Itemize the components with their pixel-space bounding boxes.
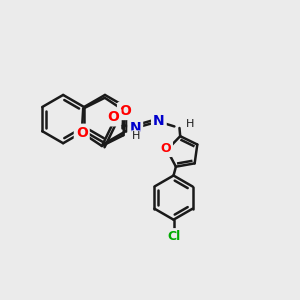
Text: N: N [153,114,165,128]
Text: H: H [132,131,140,141]
Text: Cl: Cl [167,230,180,243]
Text: O: O [160,142,171,155]
Text: O: O [119,104,131,118]
Text: O: O [108,110,119,124]
Text: O: O [76,126,88,140]
Text: H: H [186,119,194,129]
Text: N: N [130,121,141,135]
